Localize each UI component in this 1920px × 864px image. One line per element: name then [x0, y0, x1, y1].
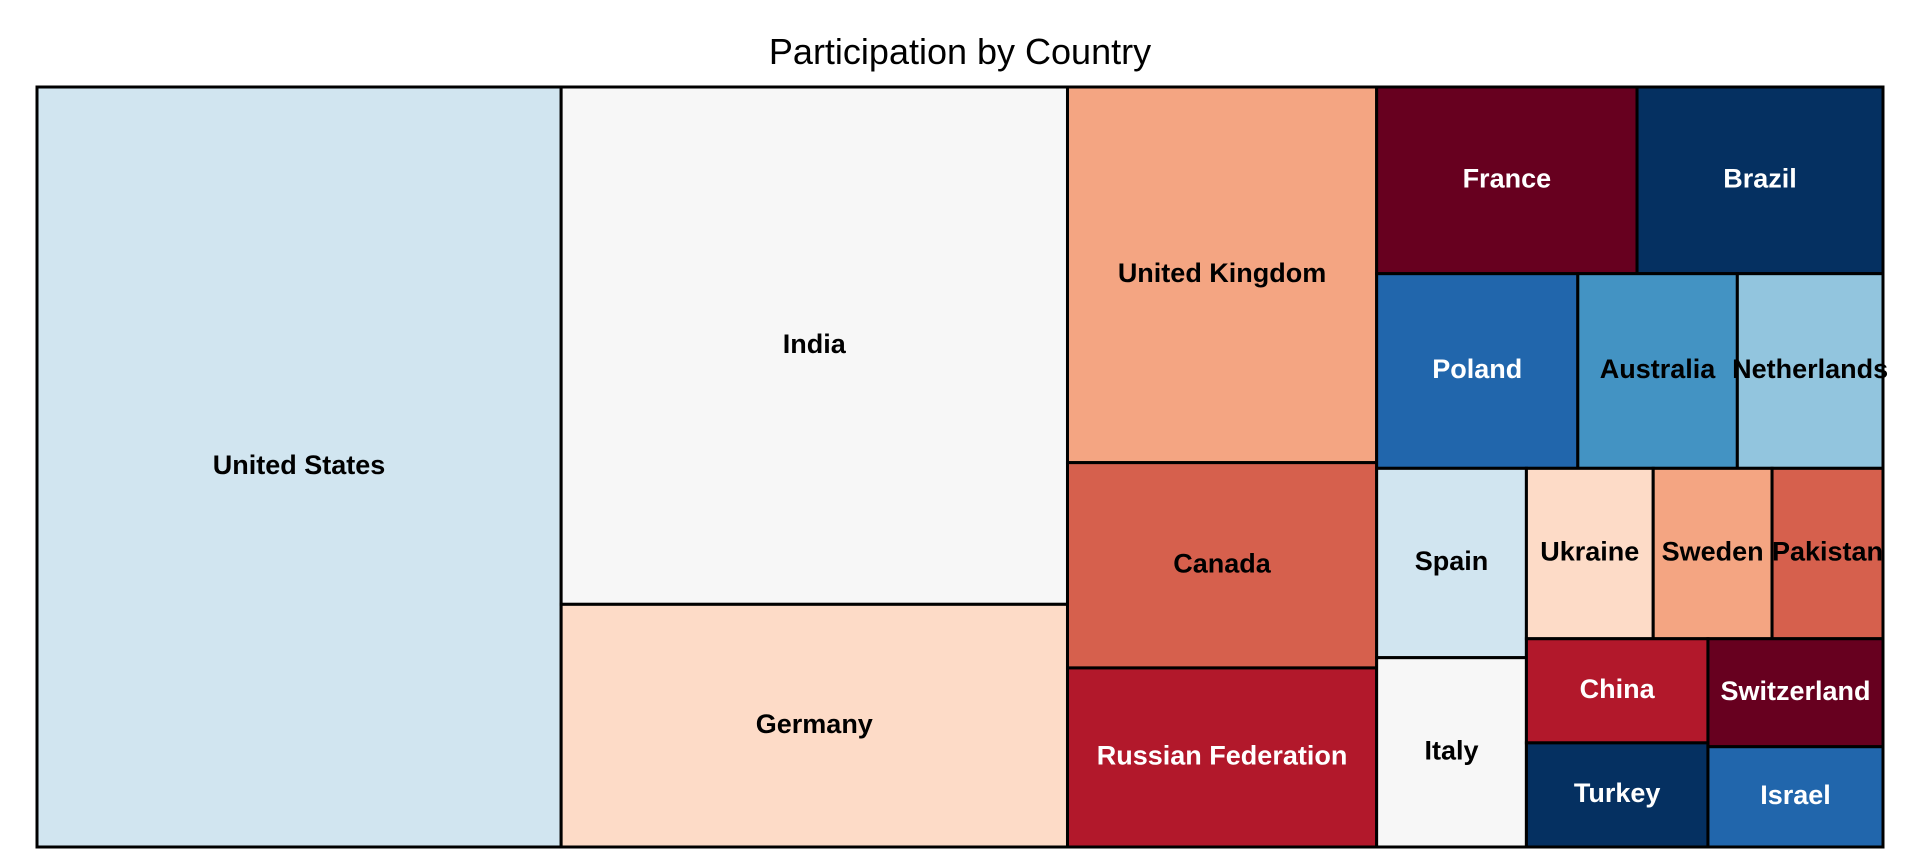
- tile-label-pakistan: Pakistan: [1772, 537, 1883, 567]
- tile-pakistan: Pakistan: [1770, 466, 1885, 641]
- tile-rect-brazil: [1635, 85, 1885, 276]
- treemap-tiles: United States India Germany United Kingdom C…: [35, 85, 1888, 849]
- tile-rect-switzerland: [1706, 637, 1885, 749]
- tile-rect-spain: [1375, 466, 1528, 660]
- tile-rect-france: [1375, 85, 1639, 276]
- tile-label-china: China: [1580, 674, 1656, 704]
- tile-rect-italy: [1375, 656, 1528, 849]
- tile-australia: Australia: [1576, 272, 1739, 470]
- tile-italy: Italy: [1375, 656, 1528, 849]
- tile-france: France: [1375, 85, 1639, 276]
- tile-switzerland: Switzerland: [1706, 637, 1885, 749]
- tile-label-canada: Canada: [1173, 548, 1272, 578]
- tile-label-united-kingdom: United Kingdom: [1118, 258, 1326, 288]
- tile-label-russian-federation: Russian Federation: [1097, 741, 1348, 771]
- tile-label-israel: Israel: [1760, 780, 1831, 810]
- tile-united-states: United States: [35, 85, 563, 849]
- tile-rect-ukraine: [1524, 466, 1655, 641]
- tile-label-poland: Poland: [1432, 354, 1522, 384]
- tile-label-netherlands: Netherlands: [1732, 354, 1888, 384]
- tile-rect-australia: [1576, 272, 1739, 470]
- tile-rect-pakistan: [1770, 466, 1885, 641]
- tile-india: India: [559, 85, 1069, 606]
- tile-rect-united-kingdom: [1065, 85, 1379, 465]
- tile-rect-china: [1524, 637, 1710, 745]
- plot-frame: [35, 85, 1885, 849]
- tile-label-sweden: Sweden: [1662, 537, 1764, 567]
- chart-title: Participation by Country: [768, 31, 1152, 72]
- tile-label-india: India: [783, 329, 847, 359]
- tile-label-france: France: [1463, 163, 1552, 193]
- tile-netherlands: Netherlands: [1732, 272, 1888, 470]
- tile-poland: Poland: [1375, 272, 1580, 470]
- tile-label-italy: Italy: [1425, 735, 1479, 765]
- tile-ukraine: Ukraine: [1524, 466, 1655, 641]
- tile-label-australia: Australia: [1600, 354, 1717, 384]
- tile-rect-united-states: [35, 85, 563, 849]
- tile-israel: Israel: [1706, 745, 1885, 849]
- tile-label-germany: Germany: [756, 709, 873, 739]
- tile-label-united-states: United States: [213, 450, 386, 480]
- tile-rect-turkey: [1524, 741, 1710, 849]
- tile-china: China: [1524, 637, 1710, 745]
- tile-canada: Canada: [1065, 461, 1379, 670]
- tile-sweden: Sweden: [1651, 466, 1774, 641]
- tile-turkey: Turkey: [1524, 741, 1710, 849]
- tile-label-brazil: Brazil: [1723, 163, 1797, 193]
- tile-rect-sweden: [1651, 466, 1774, 641]
- tile-germany: Germany: [559, 602, 1069, 849]
- tile-spain: Spain: [1375, 466, 1528, 660]
- tile-rect-poland: [1375, 272, 1580, 470]
- tile-label-turkey: Turkey: [1574, 778, 1661, 808]
- tile-label-spain: Spain: [1415, 546, 1489, 576]
- tile-rect-germany: [559, 602, 1069, 849]
- tile-label-switzerland: Switzerland: [1720, 676, 1870, 706]
- tile-russian-federation: Russian Federation: [1065, 666, 1379, 849]
- tile-brazil: Brazil: [1635, 85, 1885, 276]
- tile-label-ukraine: Ukraine: [1540, 537, 1639, 567]
- tile-united-kingdom: United Kingdom: [1065, 85, 1379, 465]
